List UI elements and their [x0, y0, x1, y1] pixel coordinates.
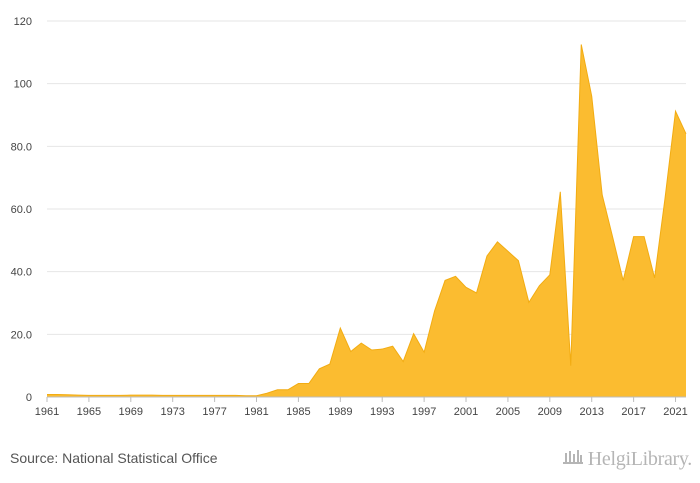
data-point [182, 394, 185, 397]
data-point [318, 367, 321, 370]
source-note: Source: National Statistical Office [10, 450, 218, 466]
data-point [370, 349, 373, 352]
x-tick-label: 1965 [77, 406, 101, 418]
y-tick-label: 0 [26, 392, 32, 404]
data-point [548, 273, 551, 276]
data-point [98, 394, 101, 397]
data-point [538, 284, 541, 287]
data-point [685, 132, 688, 135]
data-point [622, 279, 625, 282]
y-tick-label: 120 [14, 16, 32, 28]
data-point [391, 345, 394, 348]
x-tick-label: 2001 [454, 406, 478, 418]
data-point [265, 392, 268, 395]
data-point [653, 276, 656, 279]
data-point [286, 388, 289, 391]
data-point [328, 363, 331, 366]
x-tick-label: 2013 [579, 406, 603, 418]
data-point [360, 342, 363, 345]
data-point [465, 286, 468, 289]
data-point [611, 236, 614, 239]
data-point [276, 388, 279, 391]
x-tick-label: 1973 [160, 406, 184, 418]
data-point [119, 394, 122, 397]
area-chart: 0 20.0 40.0 60.0 80.0 100 120 1961 1965 1969 1973 1… [11, 16, 688, 418]
data-point [129, 394, 132, 397]
data-point [643, 235, 646, 238]
data-point [213, 394, 216, 397]
library-building-icon [562, 447, 584, 471]
data-point [674, 110, 677, 113]
area-fill [47, 44, 686, 397]
x-tick-label: 1977 [202, 406, 226, 418]
logo-text: HelgiLibrary. [587, 447, 693, 470]
data-point [108, 394, 111, 397]
data-point [234, 394, 237, 397]
data-point [517, 259, 520, 262]
data-point [569, 364, 572, 367]
series-line [47, 44, 687, 397]
data-point [77, 394, 80, 397]
data-point [349, 350, 352, 353]
data-point [381, 348, 384, 351]
data-point [601, 193, 604, 196]
y-tick-label: 100 [14, 79, 32, 91]
data-point [224, 394, 227, 397]
data-point [87, 394, 90, 397]
data-point [402, 360, 405, 363]
data-point [66, 393, 69, 396]
data-point [46, 393, 49, 396]
y-tick-label: 40.0 [11, 267, 32, 279]
data-point [307, 382, 310, 385]
x-tick-label: 2009 [538, 406, 562, 418]
data-point [339, 327, 342, 330]
data-point [444, 279, 447, 282]
data-point [203, 394, 206, 397]
data-point [559, 190, 562, 193]
data-point [506, 250, 509, 253]
y-tick-label: 20.0 [11, 329, 32, 341]
data-point [423, 351, 426, 354]
data-point [150, 394, 153, 397]
data-point [56, 393, 59, 396]
data-point [485, 255, 488, 258]
data-point [297, 382, 300, 385]
y-tick-label: 80.0 [11, 141, 32, 153]
data-point [454, 275, 457, 278]
data-point [140, 394, 143, 397]
x-tick-label: 1989 [328, 406, 352, 418]
data-point [632, 235, 635, 238]
data-point [192, 394, 195, 397]
x-tick-label: 2017 [621, 406, 645, 418]
data-point [171, 394, 174, 397]
chart-area: 0 20.0 40.0 60.0 80.0 100 120 1961 1965 1969 1973 1… [11, 16, 688, 418]
x-tick-label: 1997 [412, 406, 436, 418]
data-point [580, 43, 583, 46]
data-point [161, 394, 164, 397]
data-point [664, 197, 667, 200]
data-point [590, 95, 593, 98]
x-tick-label: 1993 [370, 406, 394, 418]
y-tick-label: 60.0 [11, 204, 32, 216]
x-tick-label: 1961 [35, 406, 59, 418]
x-tick-label: 1985 [286, 406, 310, 418]
data-point [475, 291, 478, 294]
data-point [412, 332, 415, 335]
x-tick-label: 1969 [119, 406, 143, 418]
helgi-library-logo[interactable]: HelgiLibrary. [562, 447, 692, 471]
data-point [527, 301, 530, 304]
data-point [433, 309, 436, 312]
x-tick-label: 2021 [663, 406, 687, 418]
data-point [496, 240, 499, 243]
x-tick-label: 1981 [244, 406, 268, 418]
x-tick-label: 2005 [496, 406, 520, 418]
